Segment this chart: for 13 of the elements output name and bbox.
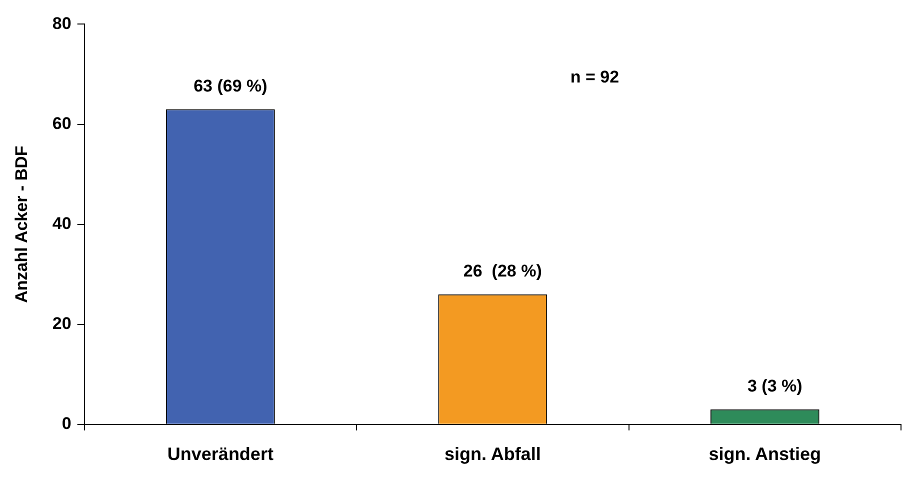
y-tick-label: 0 bbox=[62, 414, 72, 434]
x-tick-label: sign. Anstieg bbox=[708, 444, 822, 464]
y-tick-label: 60 bbox=[52, 114, 72, 133]
data-label: 63 (69 %) bbox=[194, 76, 268, 96]
y-tick-label: 80 bbox=[52, 14, 72, 33]
x-tick-label: Unverändert bbox=[167, 444, 274, 464]
y-tick-label: 20 bbox=[52, 314, 72, 334]
data-label: 26 (28 %) bbox=[463, 262, 542, 281]
y-axis-title: Anzahl Acker - BDF bbox=[12, 146, 31, 303]
annotation: n = 92 bbox=[570, 67, 620, 86]
x-tick-label: sign. Abfall bbox=[444, 444, 541, 464]
y-tick-label: 40 bbox=[52, 214, 72, 233]
data-label: 3 (3 %) bbox=[747, 376, 802, 396]
